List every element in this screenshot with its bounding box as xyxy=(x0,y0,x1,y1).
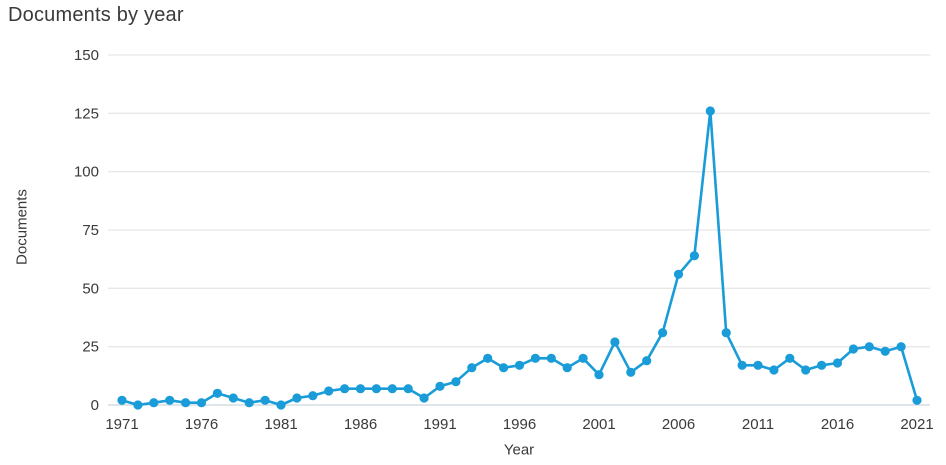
chart-title: Documents by year xyxy=(8,4,184,26)
y-tick-label: 0 xyxy=(91,397,99,414)
data-point[interactable] xyxy=(340,384,350,394)
x-tick-label: 1981 xyxy=(264,416,297,433)
data-point[interactable] xyxy=(149,398,159,408)
y-tick-label: 50 xyxy=(82,280,99,297)
data-point[interactable] xyxy=(864,342,874,352)
data-point[interactable] xyxy=(594,370,604,380)
data-point[interactable] xyxy=(228,393,238,403)
data-point[interactable] xyxy=(578,353,588,363)
data-point[interactable] xyxy=(467,363,477,373)
data-point[interactable] xyxy=(610,337,620,347)
data-point[interactable] xyxy=(324,386,334,396)
data-point[interactable] xyxy=(371,384,381,394)
data-point[interactable] xyxy=(626,367,636,377)
data-point[interactable] xyxy=(308,391,318,401)
x-tick-label: 2001 xyxy=(582,416,615,433)
data-point[interactable] xyxy=(562,363,572,373)
data-point[interactable] xyxy=(403,384,413,394)
data-point[interactable] xyxy=(276,400,286,410)
data-point[interactable] xyxy=(355,384,366,394)
data-point[interactable] xyxy=(419,393,429,403)
data-point[interactable] xyxy=(499,363,509,373)
y-tick-label: 150 xyxy=(74,47,99,64)
data-point[interactable] xyxy=(801,365,811,375)
x-tick-label: 1991 xyxy=(423,416,456,433)
data-point[interactable] xyxy=(642,356,652,366)
y-tick-label: 100 xyxy=(74,164,99,181)
data-point[interactable] xyxy=(530,353,541,363)
x-axis-title: Year xyxy=(503,441,535,459)
data-point[interactable] xyxy=(880,346,890,356)
data-point[interactable] xyxy=(673,269,684,279)
x-tick-label: 1996 xyxy=(503,416,536,433)
y-tick-label: 125 xyxy=(74,105,99,122)
data-point[interactable] xyxy=(785,353,795,363)
data-point[interactable] xyxy=(753,360,763,370)
data-point[interactable] xyxy=(769,365,779,375)
y-tick-label: 25 xyxy=(82,339,99,356)
data-point[interactable] xyxy=(832,358,843,368)
x-tick-label: 1986 xyxy=(344,416,377,433)
x-tick-label: 1971 xyxy=(105,416,138,433)
x-tick-label: 2011 xyxy=(742,416,774,433)
data-point[interactable] xyxy=(689,251,700,261)
data-point[interactable] xyxy=(212,388,222,398)
data-point[interactable] xyxy=(292,393,302,403)
data-point[interactable] xyxy=(848,344,859,354)
data-point[interactable] xyxy=(244,398,254,408)
data-point[interactable] xyxy=(435,381,445,391)
data-point[interactable] xyxy=(514,360,525,370)
data-point[interactable] xyxy=(260,395,270,405)
data-point[interactable] xyxy=(196,398,207,408)
data-point[interactable] xyxy=(737,360,747,370)
x-tick-label: 2021 xyxy=(900,416,933,433)
data-point[interactable] xyxy=(546,353,556,363)
data-point[interactable] xyxy=(483,353,493,363)
data-point[interactable] xyxy=(721,328,731,338)
data-point[interactable] xyxy=(165,395,175,405)
data-point[interactable] xyxy=(658,328,668,338)
x-tick-label: 1976 xyxy=(185,416,218,433)
data-point[interactable] xyxy=(451,377,461,387)
data-point[interactable] xyxy=(912,395,922,405)
data-point[interactable] xyxy=(817,360,827,370)
data-point[interactable] xyxy=(387,384,397,394)
x-tick-label: 2016 xyxy=(821,416,854,433)
data-point[interactable] xyxy=(133,400,143,410)
data-point[interactable] xyxy=(896,342,906,352)
x-tick-label: 2006 xyxy=(662,416,695,433)
y-tick-label: 75 xyxy=(82,222,99,239)
data-point[interactable] xyxy=(705,106,715,116)
data-point[interactable] xyxy=(181,398,191,408)
data-point[interactable] xyxy=(117,395,127,405)
